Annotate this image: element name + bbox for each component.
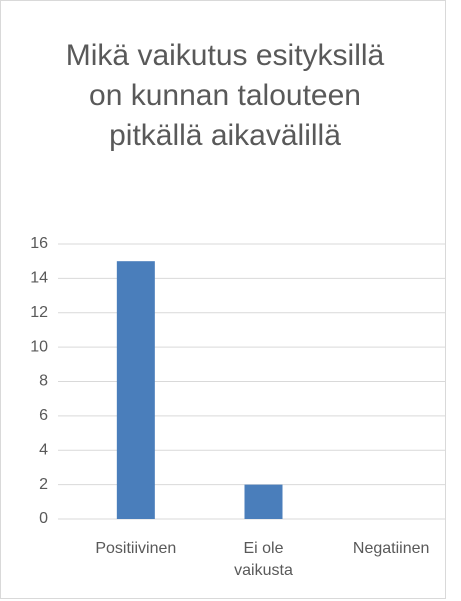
y-tick-label: 4 bbox=[39, 441, 48, 458]
bar bbox=[244, 484, 283, 519]
x-tick-label: Positiivinen bbox=[95, 540, 177, 557]
y-tick-label: 2 bbox=[39, 476, 48, 493]
y-tick-label: 16 bbox=[30, 235, 48, 252]
frame bbox=[0, 0, 446, 599]
chart-title: Mikä vaikutus esityksillä on kunnan talo… bbox=[65, 39, 385, 152]
y-tick-label: 10 bbox=[30, 338, 48, 355]
y-tick-label: 8 bbox=[39, 373, 48, 390]
x-tick-label: Ei ole vaikusta bbox=[234, 540, 293, 579]
y-tick-label: 14 bbox=[30, 270, 48, 287]
y-tick-label: 6 bbox=[39, 407, 48, 424]
bar bbox=[116, 261, 155, 519]
y-tick-label: 12 bbox=[30, 304, 48, 321]
x-tick-label: Negatiinen bbox=[352, 540, 430, 557]
y-tick-label: 0 bbox=[39, 510, 48, 527]
